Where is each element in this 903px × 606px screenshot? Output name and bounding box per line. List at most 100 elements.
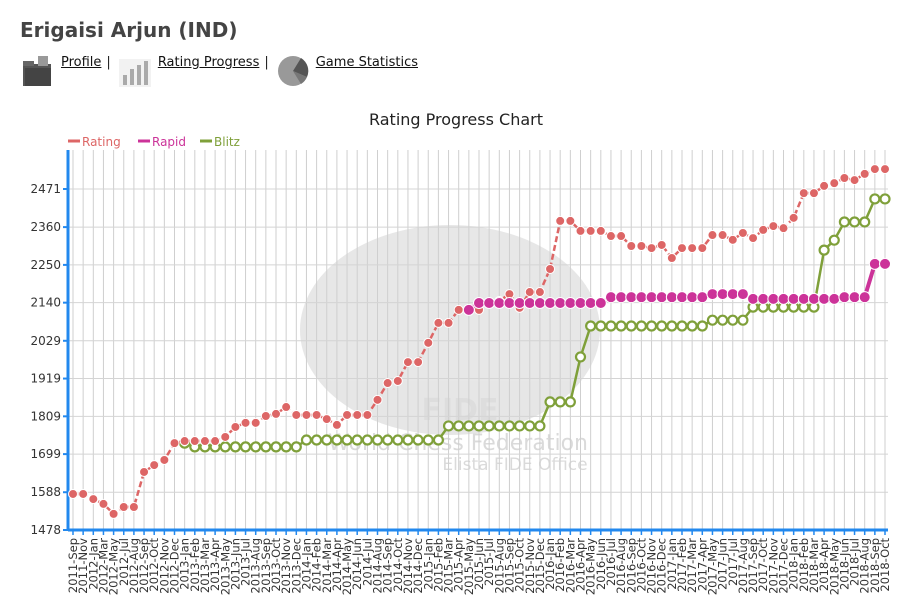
data-point xyxy=(635,291,648,304)
x-tick-label: 2015-May xyxy=(462,538,476,595)
watermark-office: Elista FIDE Office xyxy=(442,455,587,475)
data-point xyxy=(615,291,628,304)
separator: | xyxy=(106,55,111,70)
data-point xyxy=(604,291,617,304)
data-point xyxy=(219,441,231,453)
data-point xyxy=(697,243,708,254)
data-point xyxy=(453,420,465,432)
data-point xyxy=(260,441,272,453)
data-point xyxy=(240,417,251,428)
data-point xyxy=(645,320,658,332)
x-tick-label: 2016-Nov xyxy=(645,538,659,594)
x-tick-label: 2016-Feb xyxy=(553,538,567,592)
data-point xyxy=(270,441,282,453)
data-point xyxy=(392,375,403,386)
x-tick-label: 2016-Jan xyxy=(543,538,557,590)
data-point xyxy=(311,409,322,420)
data-point xyxy=(483,420,495,432)
data-point xyxy=(778,223,789,234)
data-point xyxy=(686,291,699,304)
data-point xyxy=(777,292,790,305)
data-point xyxy=(371,434,384,446)
data-point xyxy=(859,216,871,228)
x-tick-label: 2015-Oct xyxy=(513,538,527,592)
x-tick-label: 2014-Aug xyxy=(371,538,385,594)
data-point xyxy=(767,292,780,305)
x-tick-label: 2013-Nov xyxy=(279,538,293,594)
x-tick-label: 2018-May xyxy=(827,538,841,595)
data-point xyxy=(677,243,687,254)
data-point xyxy=(372,394,383,405)
x-tick-label: 2017-Nov xyxy=(766,538,780,594)
x-tick-label: 2016-Jun xyxy=(594,538,608,590)
x-tick-label: 2014-Nov xyxy=(401,538,415,594)
chart-title: Rating Progress Chart xyxy=(369,110,543,129)
data-point xyxy=(676,320,688,332)
data-point xyxy=(453,304,464,315)
data-point xyxy=(818,292,831,305)
data-point xyxy=(819,180,830,191)
data-point xyxy=(768,221,779,232)
data-point xyxy=(361,434,373,446)
data-point xyxy=(311,434,323,446)
data-point xyxy=(849,175,860,186)
data-point xyxy=(331,434,343,446)
folder-icon xyxy=(22,55,54,87)
data-point xyxy=(169,438,180,449)
x-tick-label: 2015-Jan xyxy=(421,538,435,590)
x-tick-label: 2016-Dec xyxy=(655,538,669,594)
data-point xyxy=(534,287,545,298)
data-point xyxy=(716,288,729,301)
y-tick-label: 1588 xyxy=(30,485,61,499)
x-tick-label: 2015-Apr xyxy=(452,538,466,591)
data-point xyxy=(748,233,759,244)
data-point xyxy=(655,291,668,304)
x-tick-label: 2014-Apr xyxy=(330,538,344,591)
data-point xyxy=(545,264,556,275)
data-point xyxy=(696,320,708,332)
data-point xyxy=(798,188,809,199)
data-point xyxy=(585,320,597,332)
x-tick-label: 2018-Jun xyxy=(837,538,851,590)
x-tick-label: 2016-Oct xyxy=(634,538,648,592)
x-tick-label: 2018-Feb xyxy=(797,538,811,592)
y-tick-label: 2250 xyxy=(30,258,61,272)
data-point xyxy=(382,378,393,389)
x-tick-label: 2016-Sep xyxy=(624,538,638,593)
x-tick-label: 2013-Mar xyxy=(198,538,212,593)
data-point xyxy=(605,231,616,242)
data-point xyxy=(239,441,252,453)
x-tick-label: 2017-Feb xyxy=(675,538,689,592)
x-tick-label: 2013-Aug xyxy=(249,538,263,594)
x-tick-label: 2014-Sep xyxy=(381,538,395,593)
data-point xyxy=(879,257,891,270)
legend: Rating Rapid Blitz xyxy=(68,135,240,149)
data-point xyxy=(432,434,444,446)
game-statistics-link[interactable]: Game Statistics xyxy=(315,55,418,70)
x-tick-label: 2014-Oct xyxy=(391,538,405,592)
profile-link[interactable]: Profile xyxy=(61,55,102,70)
data-point xyxy=(869,164,880,175)
y-tick-label: 2471 xyxy=(30,182,61,196)
data-point xyxy=(523,297,536,310)
data-point xyxy=(422,434,434,446)
data-point xyxy=(686,320,698,332)
data-point xyxy=(626,241,637,252)
data-point xyxy=(737,314,749,326)
x-tick-label: 2016-Mar xyxy=(563,538,577,593)
data-point xyxy=(585,225,596,236)
x-tick-label: 2013-Feb xyxy=(188,538,202,592)
data-point xyxy=(839,173,850,184)
x-tick-label: 2012-Jan xyxy=(86,538,100,590)
data-point xyxy=(635,320,648,332)
data-point xyxy=(362,409,373,420)
x-tick-label: 2018-Jan xyxy=(787,538,801,590)
rating-progress-link[interactable]: Rating Progress xyxy=(157,55,260,70)
data-point xyxy=(229,441,241,453)
x-tick-label: 2015-Jun xyxy=(472,538,486,590)
x-tick-label: 2013-Apr xyxy=(208,538,222,591)
data-point xyxy=(493,297,506,310)
data-point xyxy=(727,234,738,245)
x-tick-label: 2016-May xyxy=(584,538,598,595)
data-point xyxy=(443,317,454,328)
